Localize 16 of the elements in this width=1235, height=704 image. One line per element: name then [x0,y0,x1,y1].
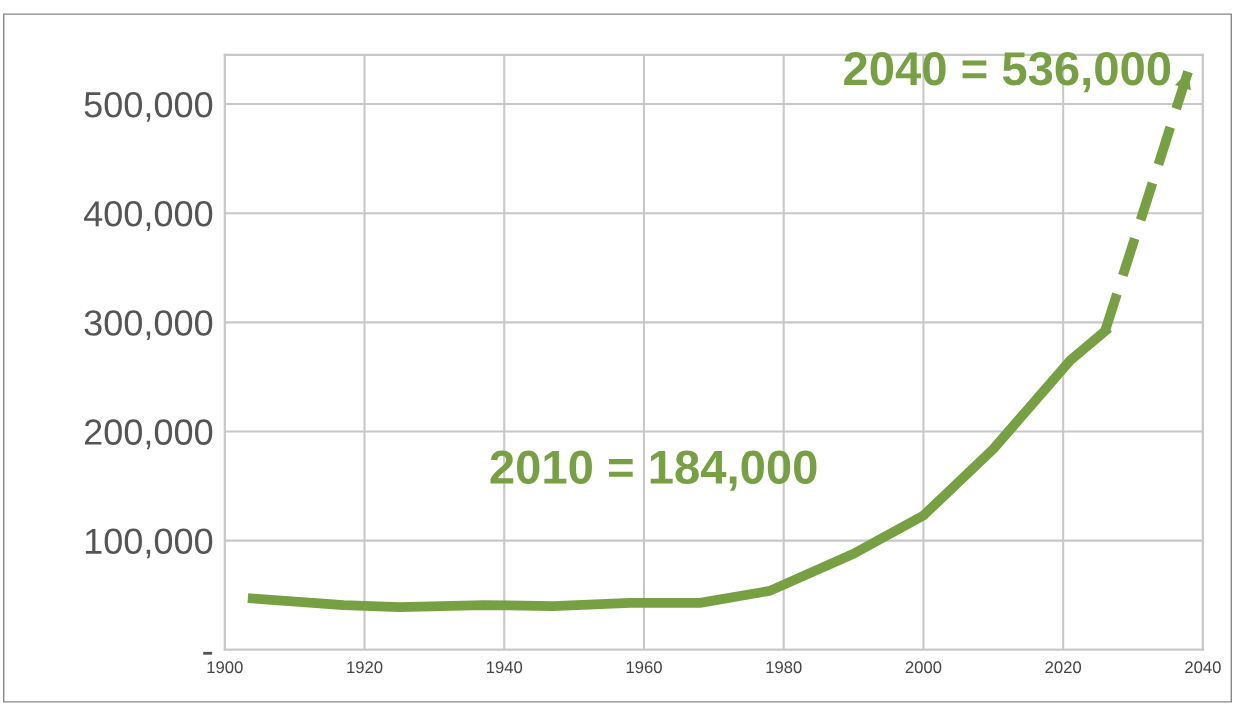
annotation: 2010 = 184,000 [490,450,817,491]
y-tick-label: 400,000 [83,201,213,231]
y-tick-label: 100,000 [85,528,213,559]
y-tick-label: 500,000 [84,91,213,122]
x-tick-label: 2020 [1045,661,1082,674]
x-tick-label: 2000 [905,661,942,674]
y-tick-label: - [203,651,213,655]
y-tick-label: 200,000 [84,419,213,450]
x-tick-label: 1920 [347,661,383,674]
x-tick-label: 1900 [207,661,243,674]
x-tick-label: 1960 [626,661,662,674]
x-tick-label: 2040 [1185,661,1221,674]
annotation: 2040 = 536,000 [844,52,1171,93]
x-tick-label: 1940 [486,661,523,674]
y-tick-label: 300,000 [84,310,213,341]
x-tick-label: 1980 [766,661,802,674]
